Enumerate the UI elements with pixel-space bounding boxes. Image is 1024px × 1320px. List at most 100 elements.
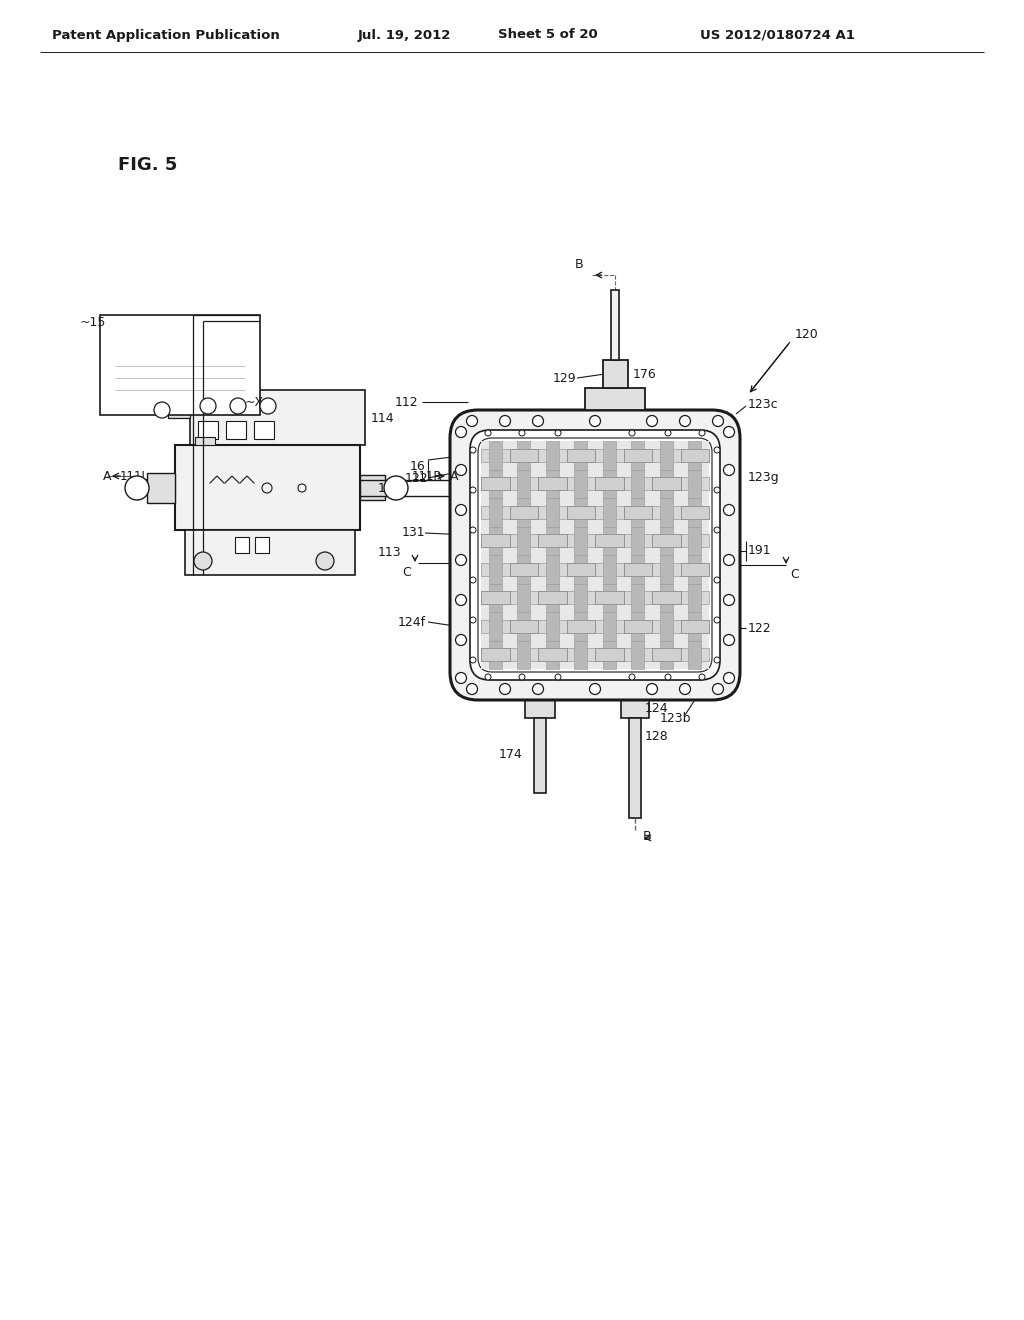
- Bar: [510, 620, 538, 632]
- Bar: [603, 470, 615, 498]
- Bar: [566, 449, 595, 462]
- Bar: [510, 506, 538, 519]
- Bar: [681, 562, 709, 576]
- Bar: [510, 449, 538, 462]
- Circle shape: [665, 675, 671, 680]
- Bar: [566, 449, 595, 462]
- Bar: [632, 498, 644, 527]
- Bar: [681, 648, 709, 661]
- Bar: [538, 620, 566, 632]
- Bar: [360, 475, 385, 500]
- Text: US 2012/0180724 A1: US 2012/0180724 A1: [700, 29, 855, 41]
- Bar: [546, 554, 558, 583]
- Bar: [510, 562, 538, 576]
- Bar: [652, 591, 681, 605]
- Bar: [681, 535, 709, 546]
- Circle shape: [724, 554, 734, 565]
- Bar: [517, 470, 530, 498]
- Bar: [660, 554, 673, 583]
- Bar: [481, 478, 510, 490]
- Text: 123b: 123b: [660, 711, 691, 725]
- FancyBboxPatch shape: [478, 438, 712, 672]
- Circle shape: [699, 675, 705, 680]
- Bar: [566, 478, 595, 490]
- Bar: [681, 591, 709, 605]
- Bar: [652, 562, 681, 576]
- Bar: [624, 506, 652, 519]
- Bar: [489, 470, 502, 498]
- Circle shape: [590, 684, 600, 694]
- Circle shape: [194, 552, 212, 570]
- Bar: [489, 583, 502, 612]
- Text: C: C: [402, 566, 411, 579]
- Text: 124: 124: [645, 702, 669, 715]
- Bar: [538, 478, 566, 490]
- Bar: [538, 591, 566, 605]
- Bar: [254, 421, 274, 440]
- Bar: [525, 700, 555, 718]
- Bar: [595, 648, 624, 661]
- Text: Jul. 19, 2012: Jul. 19, 2012: [358, 29, 452, 41]
- Bar: [147, 473, 175, 503]
- Circle shape: [467, 416, 477, 426]
- Bar: [652, 449, 681, 462]
- Bar: [681, 449, 709, 462]
- Bar: [660, 527, 673, 554]
- Bar: [652, 478, 681, 490]
- Bar: [566, 620, 595, 632]
- Bar: [660, 498, 673, 527]
- Bar: [652, 591, 681, 605]
- Bar: [566, 506, 595, 519]
- Text: 111L: 111L: [120, 470, 150, 483]
- Text: 191: 191: [748, 544, 772, 557]
- Bar: [624, 449, 652, 462]
- Bar: [632, 640, 644, 669]
- Bar: [660, 470, 673, 498]
- Bar: [652, 648, 681, 661]
- Bar: [603, 527, 615, 554]
- Circle shape: [646, 416, 657, 426]
- Circle shape: [485, 675, 490, 680]
- Bar: [517, 583, 530, 612]
- Text: A: A: [103, 470, 112, 483]
- Bar: [481, 591, 510, 605]
- Bar: [595, 535, 624, 546]
- Text: 113: 113: [378, 546, 401, 560]
- Bar: [546, 498, 558, 527]
- Bar: [595, 591, 624, 605]
- Bar: [681, 478, 709, 490]
- Bar: [688, 527, 701, 554]
- Bar: [510, 620, 538, 632]
- Circle shape: [456, 465, 467, 475]
- Bar: [234, 537, 249, 553]
- FancyBboxPatch shape: [470, 430, 720, 680]
- Bar: [624, 591, 652, 605]
- Text: 120: 120: [795, 329, 819, 342]
- Bar: [538, 506, 566, 519]
- Circle shape: [724, 594, 734, 606]
- Bar: [652, 648, 681, 661]
- Circle shape: [724, 504, 734, 516]
- Bar: [624, 562, 652, 576]
- Bar: [538, 648, 566, 661]
- Bar: [510, 506, 538, 519]
- Circle shape: [384, 477, 408, 500]
- Circle shape: [714, 447, 720, 453]
- Bar: [681, 449, 709, 462]
- Circle shape: [456, 672, 467, 684]
- Text: 176: 176: [633, 367, 656, 380]
- Bar: [566, 535, 595, 546]
- Text: Patent Application Publication: Patent Application Publication: [52, 29, 280, 41]
- Circle shape: [470, 527, 476, 533]
- Text: 123c: 123c: [748, 397, 778, 411]
- Bar: [546, 441, 558, 470]
- Bar: [538, 591, 566, 605]
- Text: 16: 16: [410, 459, 426, 473]
- Bar: [595, 506, 624, 519]
- Circle shape: [519, 430, 525, 436]
- Bar: [481, 620, 510, 632]
- Bar: [538, 648, 566, 661]
- Bar: [175, 445, 360, 531]
- Bar: [566, 648, 595, 661]
- Bar: [688, 498, 701, 527]
